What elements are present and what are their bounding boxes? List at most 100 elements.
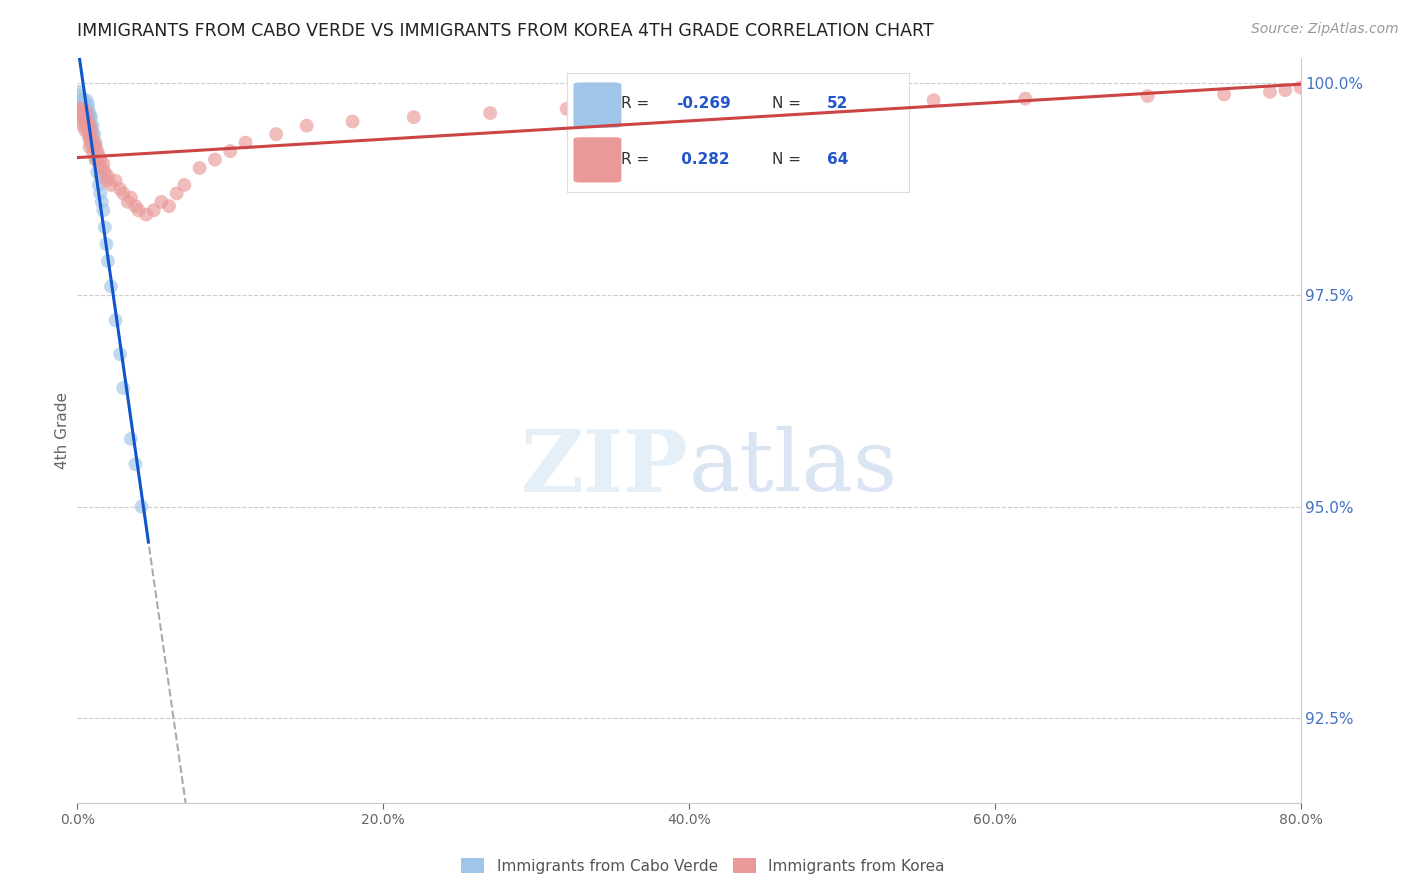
Point: [69, 89, 91, 103]
Point: [1258, 85, 1281, 99]
Point: [82, 119, 104, 133]
Point: [1014, 92, 1036, 106]
Point: [83, 127, 105, 141]
Point: [84, 136, 107, 150]
Point: [73, 102, 96, 116]
Point: [72, 93, 94, 107]
Point: [131, 500, 153, 514]
Point: [79, 123, 101, 137]
Point: [120, 432, 142, 446]
Text: IMMIGRANTS FROM CABO VERDE VS IMMIGRANTS FROM KOREA 4TH GRADE CORRELATION CHART: IMMIGRANTS FROM CABO VERDE VS IMMIGRANTS…: [77, 22, 934, 40]
Point: [1289, 80, 1312, 95]
Point: [922, 93, 945, 107]
Point: [97, 169, 120, 184]
Point: [89, 186, 111, 201]
Point: [112, 186, 135, 201]
Point: [96, 174, 118, 188]
Point: [724, 97, 747, 112]
Legend: Immigrants from Cabo Verde, Immigrants from Korea: Immigrants from Cabo Verde, Immigrants f…: [456, 852, 950, 880]
Point: [76, 114, 98, 128]
Point: [77, 97, 100, 112]
Text: ZIP: ZIP: [522, 425, 689, 509]
Point: [79, 110, 101, 124]
Point: [76, 102, 98, 116]
Y-axis label: 4th Grade: 4th Grade: [55, 392, 70, 469]
Point: [342, 114, 364, 128]
Point: [173, 178, 195, 192]
Point: [73, 110, 96, 124]
Point: [84, 153, 107, 167]
Point: [84, 140, 107, 154]
Point: [104, 313, 127, 327]
Point: [69, 106, 91, 120]
Point: [80, 136, 103, 150]
Point: [80, 136, 103, 150]
Point: [87, 178, 110, 192]
Point: [90, 194, 112, 209]
Point: [96, 237, 118, 252]
Point: [79, 140, 101, 154]
Point: [91, 203, 114, 218]
Point: [100, 178, 122, 192]
Point: [83, 136, 105, 150]
Point: [1274, 83, 1296, 97]
Point: [188, 161, 211, 175]
Point: [80, 127, 103, 141]
Point: [90, 161, 112, 175]
Point: [86, 165, 108, 179]
Point: [77, 106, 100, 120]
Point: [87, 148, 110, 162]
Point: [97, 254, 120, 268]
Point: [235, 136, 257, 150]
Point: [83, 140, 105, 154]
Point: [79, 106, 101, 120]
Point: [82, 127, 104, 141]
Point: [1136, 89, 1159, 103]
Point: [73, 97, 96, 112]
Point: [72, 106, 94, 120]
Point: [72, 102, 94, 116]
Point: [108, 347, 131, 361]
Point: [647, 100, 669, 114]
Point: [72, 119, 94, 133]
Point: [479, 106, 502, 120]
Point: [91, 157, 114, 171]
Point: [80, 110, 103, 124]
Point: [108, 182, 131, 196]
Point: [402, 110, 425, 124]
Point: [135, 208, 157, 222]
Point: [120, 191, 142, 205]
Point: [82, 136, 104, 150]
Point: [76, 93, 98, 107]
Point: [555, 102, 578, 116]
Point: [100, 279, 122, 293]
Point: [70, 110, 93, 124]
Point: [166, 186, 188, 201]
Point: [264, 127, 287, 141]
Point: [86, 144, 108, 158]
Point: [142, 203, 165, 218]
Point: [79, 131, 101, 145]
Point: [84, 153, 107, 167]
Text: Source: ZipAtlas.com: Source: ZipAtlas.com: [1251, 22, 1399, 37]
Point: [77, 102, 100, 116]
Point: [204, 153, 226, 167]
Point: [76, 119, 98, 133]
Point: [67, 85, 90, 99]
Point: [89, 169, 111, 184]
Point: [124, 457, 146, 471]
Point: [82, 144, 104, 158]
Point: [128, 203, 150, 218]
Point: [82, 131, 104, 145]
Point: [1213, 87, 1236, 102]
Point: [150, 194, 173, 209]
Point: [219, 144, 242, 158]
Point: [104, 174, 127, 188]
Point: [79, 114, 101, 128]
Point: [89, 153, 111, 167]
Point: [77, 110, 100, 124]
Point: [77, 119, 100, 133]
Point: [70, 114, 93, 128]
Point: [73, 110, 96, 124]
Point: [295, 119, 318, 133]
